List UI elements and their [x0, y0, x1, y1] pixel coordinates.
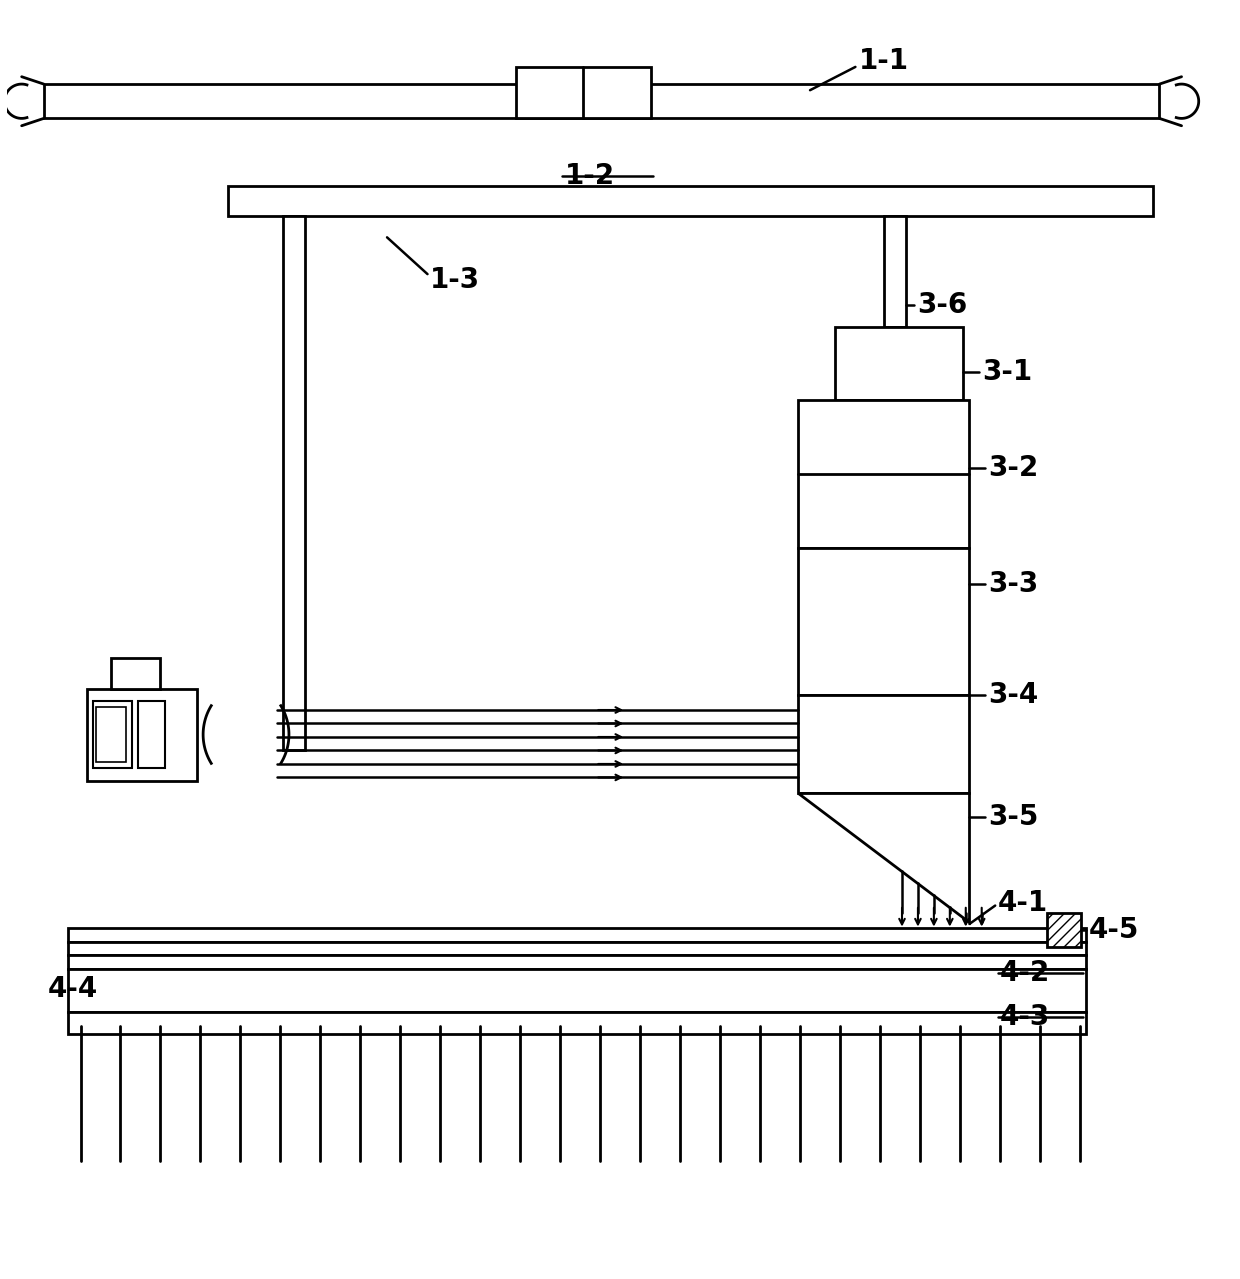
Bar	[835, 327, 963, 400]
Bar	[68, 927, 1086, 943]
Text: 4-4: 4-4	[47, 975, 98, 1003]
Bar	[68, 969, 1086, 1012]
Text: 3-4: 3-4	[988, 680, 1038, 709]
Text: 1-3: 1-3	[430, 266, 480, 294]
Bar	[87, 688, 197, 780]
Text: 4-3: 4-3	[1001, 1003, 1050, 1031]
Bar	[97, 707, 126, 762]
Text: 3-3: 3-3	[988, 570, 1038, 599]
Bar	[43, 84, 1159, 119]
Bar	[228, 185, 1153, 216]
Bar	[797, 547, 970, 694]
Bar	[68, 954, 1086, 969]
Bar	[68, 943, 1086, 954]
Bar	[1047, 913, 1081, 948]
Text: 3-5: 3-5	[988, 803, 1038, 831]
Bar	[112, 657, 160, 688]
Text: 4-1: 4-1	[998, 889, 1048, 917]
Text: 4-2: 4-2	[1001, 959, 1050, 987]
Bar	[797, 694, 970, 793]
Polygon shape	[797, 793, 970, 921]
Bar	[516, 67, 651, 119]
Bar	[68, 1012, 1086, 1035]
Text: 4-5: 4-5	[1089, 916, 1138, 944]
Text: 3-2: 3-2	[988, 454, 1038, 482]
Bar	[283, 216, 305, 749]
Bar	[797, 400, 970, 547]
Bar	[138, 701, 165, 769]
Text: 1-2: 1-2	[565, 162, 615, 191]
Bar	[93, 701, 131, 769]
Bar	[884, 216, 905, 327]
Text: 3-6: 3-6	[916, 290, 967, 318]
Text: 1-1: 1-1	[859, 47, 909, 74]
Text: 3-1: 3-1	[982, 358, 1032, 386]
